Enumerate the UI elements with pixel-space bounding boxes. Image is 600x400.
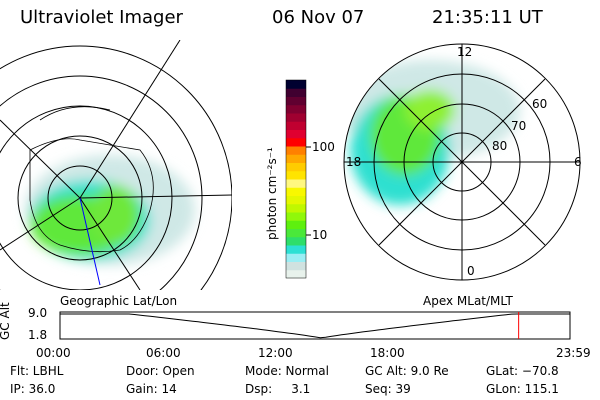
mlt-label-18: 18 xyxy=(346,155,362,169)
colorbar-tick-100: 100 xyxy=(312,140,335,154)
colorbar-segment xyxy=(286,121,306,130)
xtick-2359: 23:59 xyxy=(556,346,591,360)
status-seq: Seq: 39 xyxy=(365,382,411,396)
xtick-1200: 12:00 xyxy=(258,346,293,360)
aurora-emission-right xyxy=(344,60,520,205)
status-filter: Flt: LBHL xyxy=(10,364,64,378)
xtick-1800: 18:00 xyxy=(370,346,405,360)
status-gain: Gain: 14 xyxy=(126,382,177,396)
status-glat: GLat: −70.8 xyxy=(486,364,559,378)
status-ip: IP: 36.0 xyxy=(10,382,56,396)
colorbar-tick-10: 10 xyxy=(312,228,328,242)
colorbar-segment xyxy=(286,154,306,163)
status-gc-alt: GC Alt: 9.0 Re xyxy=(365,364,449,378)
apex-label: Apex MLat/MLT xyxy=(423,294,513,308)
altitude-plot-frame xyxy=(59,311,571,340)
status-door: Door: Open xyxy=(126,364,195,378)
colorbar-segment xyxy=(286,88,306,97)
colorbar-segment xyxy=(286,179,306,188)
colorbar-segment xyxy=(286,220,306,229)
lat-label-60: 60 xyxy=(532,97,548,111)
colorbar-segment xyxy=(286,146,306,155)
colorbar-segment xyxy=(286,113,306,122)
colorbar-segment xyxy=(286,228,306,238)
colorbar-segment xyxy=(286,203,306,213)
colorbar-segment xyxy=(286,261,306,271)
colorbar-segment xyxy=(286,129,306,139)
status-dsp: Dsp: 3.1 xyxy=(245,382,311,396)
altitude-curve xyxy=(60,313,570,339)
colorbar-segment xyxy=(286,104,306,114)
ytick-9: 9.0 xyxy=(28,306,48,320)
colorbar-segment xyxy=(286,195,306,205)
mlt-label-12: 12 xyxy=(457,45,473,59)
colorbar-segment xyxy=(286,137,306,147)
status-mode: Mode: Normal xyxy=(245,364,329,378)
colorbar-segment xyxy=(286,96,306,106)
colorbar-segment xyxy=(286,162,306,172)
ytick-1-8: 1.8 xyxy=(28,328,48,342)
colorbar-segment xyxy=(286,245,306,254)
colorbar-segment xyxy=(286,253,306,262)
lat-label-70: 70 xyxy=(511,119,527,133)
mlt-label-0: 0 xyxy=(467,264,475,278)
colorbar-segment xyxy=(286,187,306,196)
lat-label-80: 80 xyxy=(492,139,508,153)
time-label: 21:35:11 UT xyxy=(432,7,543,28)
status-glon: GLon: 115.1 xyxy=(486,382,559,396)
colorbar-segment xyxy=(286,80,306,89)
colorbar-segment xyxy=(286,170,306,180)
mlt-label-6: 6 xyxy=(574,155,582,169)
date-label: 06 Nov 07 xyxy=(272,7,365,28)
geographic-map xyxy=(0,40,232,290)
geographic-label: Geographic Lat/Lon xyxy=(60,294,178,308)
colorbar-label: photon cm⁻²s⁻¹ xyxy=(265,147,279,240)
apex-polar-map xyxy=(344,60,520,205)
colorbar-segment xyxy=(286,212,306,221)
colorbar-segment xyxy=(286,236,306,246)
colorbar-segment xyxy=(286,269,306,279)
xtick-0600: 06:00 xyxy=(146,346,181,360)
xtick-0000: 00:00 xyxy=(36,346,71,360)
altitude-ylabel: GC Alt xyxy=(0,302,12,340)
instrument-title: Ultraviolet Imager xyxy=(20,7,183,28)
colorbar xyxy=(286,80,306,279)
